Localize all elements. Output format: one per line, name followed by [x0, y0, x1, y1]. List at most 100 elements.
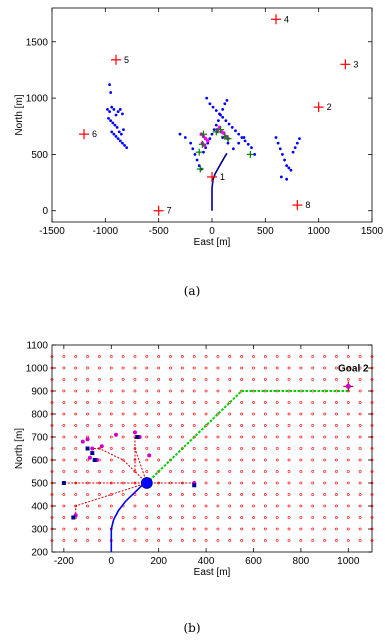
grid-point [228, 435, 232, 439]
grid-point [346, 366, 350, 370]
obstacle-point [287, 166, 291, 170]
goal-marker [313, 102, 324, 113]
grid-point [50, 378, 54, 381]
grid-point [133, 389, 137, 393]
grid-point [263, 412, 267, 416]
obstacle-point [113, 123, 117, 127]
grid-point [109, 516, 113, 519]
grid-point [169, 412, 172, 416]
grid-point [98, 516, 101, 519]
grid-point [275, 424, 279, 427]
grid-point [50, 401, 54, 404]
grid-point [275, 516, 279, 519]
grid-point [323, 355, 326, 358]
grid-point [145, 504, 149, 508]
grid-point [98, 355, 101, 358]
grid-point [216, 378, 220, 381]
x-tick-label: 200 [150, 556, 167, 567]
grid-point [216, 435, 220, 439]
grid-point [62, 366, 66, 370]
grid-point [252, 493, 255, 496]
grid-point [98, 435, 101, 439]
y-tick-label: 1000 [26, 94, 49, 105]
node-marker [85, 446, 90, 451]
grid-point [62, 401, 66, 404]
y-tick-label: 800 [31, 410, 48, 421]
grid-point [50, 504, 54, 508]
grid-point [346, 481, 350, 485]
grid-point [145, 527, 149, 531]
grid-point [86, 366, 89, 370]
planned-path [146, 390, 349, 484]
grid-point [180, 366, 184, 370]
x-tick-label: 0 [209, 226, 215, 237]
grid-point [145, 412, 149, 416]
obstacle-point [208, 102, 212, 106]
grid-point [86, 412, 89, 416]
grid-point [74, 435, 78, 439]
obstacle-point [226, 141, 230, 145]
grid-point [299, 527, 303, 531]
grid-point [74, 378, 78, 381]
grid-point [240, 435, 244, 439]
grid-point [228, 366, 232, 370]
grid-point [311, 424, 315, 427]
grid-point [228, 504, 232, 508]
grid-point [228, 516, 232, 519]
grid-point [346, 401, 350, 404]
grid-point [98, 493, 101, 496]
obstacle-point [191, 147, 195, 151]
obstacle-point [121, 141, 124, 145]
grid-point [157, 458, 161, 462]
grid-point [240, 493, 244, 496]
vehicle-path [211, 152, 228, 211]
grid-point [275, 481, 279, 485]
grid-point [133, 527, 137, 531]
grid-point [335, 435, 338, 439]
obstacle-point [115, 125, 119, 129]
grid-point [299, 355, 303, 358]
goal-label: 4 [284, 14, 289, 24]
obstacle-point [110, 130, 114, 134]
obstacle-point [205, 96, 209, 100]
grid-point [311, 527, 315, 531]
grid-point [86, 516, 89, 519]
grid-point [311, 355, 315, 358]
obstacle-point [230, 125, 234, 129]
grid-point [299, 539, 303, 542]
grid-point [346, 447, 350, 450]
grid-point [358, 435, 362, 439]
grid-point [299, 366, 303, 370]
grid-point [323, 412, 326, 416]
grid-point [133, 412, 137, 416]
grid-point [62, 389, 66, 393]
grid-point [370, 366, 374, 370]
grid-point [192, 378, 196, 381]
goal-point [345, 383, 351, 389]
grid-point [299, 435, 303, 439]
grid-point [346, 412, 350, 416]
grid-point [180, 539, 184, 542]
grid-point [263, 366, 267, 370]
grid-point [204, 504, 208, 508]
obstacle-point [108, 83, 111, 86]
grid-point [370, 412, 374, 416]
grid-point [346, 435, 350, 439]
grid-point [133, 516, 137, 519]
plot-frame [51, 344, 373, 553]
vehicle-path [110, 482, 148, 552]
obstacle-point [121, 112, 124, 116]
caption-b: (b) [183, 621, 200, 635]
grid-point [169, 378, 172, 381]
grid-point [62, 447, 66, 450]
obstacle-point [250, 146, 253, 150]
grid-point [311, 435, 315, 439]
grid-point [50, 366, 54, 370]
grid-point [204, 539, 208, 542]
grid-point [252, 401, 255, 404]
grid-point [323, 424, 326, 427]
grid-point [323, 516, 326, 519]
grid-point [228, 493, 232, 496]
grid-point [74, 447, 78, 450]
grid-point [133, 378, 137, 381]
